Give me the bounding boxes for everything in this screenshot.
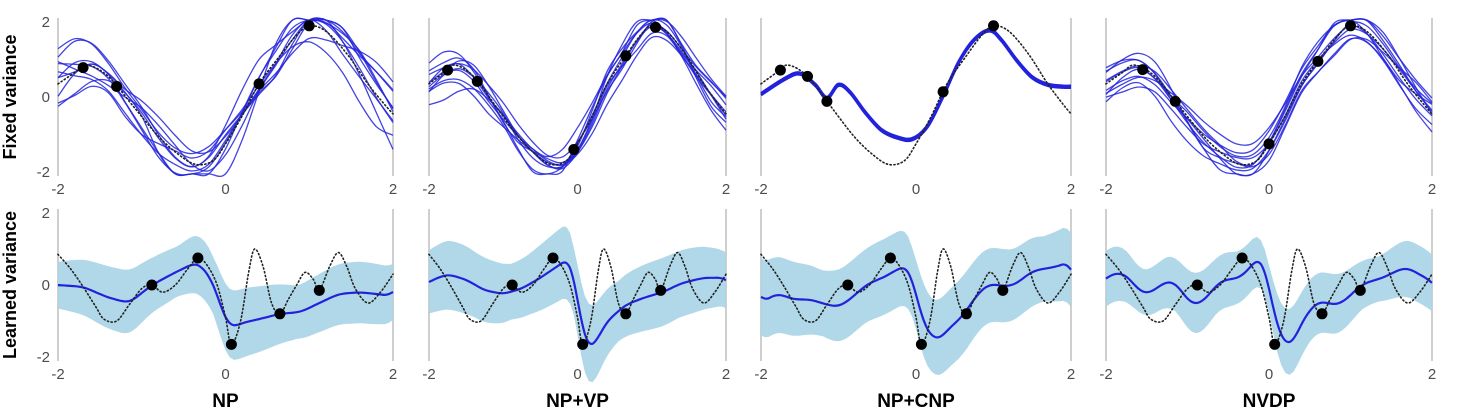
svg-text:0: 0 bbox=[42, 277, 50, 294]
svg-text:2: 2 bbox=[42, 14, 50, 31]
svg-text:2: 2 bbox=[42, 205, 50, 222]
svg-text:-2: -2 bbox=[422, 366, 435, 383]
svg-text:-2: -2 bbox=[1099, 366, 1112, 383]
svg-text:0: 0 bbox=[912, 366, 920, 383]
svg-text:2: 2 bbox=[1428, 181, 1436, 198]
svg-text:-2: -2 bbox=[422, 181, 435, 198]
svg-text:0: 0 bbox=[221, 181, 229, 198]
svg-text:-2: -2 bbox=[1099, 181, 1112, 198]
svg-text:0: 0 bbox=[42, 89, 50, 106]
svg-text:-2: -2 bbox=[37, 164, 50, 181]
svg-text:Fixed variance: Fixed variance bbox=[0, 34, 20, 159]
svg-text:0: 0 bbox=[912, 181, 920, 198]
svg-text:2: 2 bbox=[1067, 366, 1075, 383]
svg-text:0: 0 bbox=[573, 181, 581, 198]
svg-text:2: 2 bbox=[722, 366, 730, 383]
svg-text:2: 2 bbox=[1428, 366, 1436, 383]
svg-text:NP: NP bbox=[212, 391, 239, 412]
svg-text:-2: -2 bbox=[51, 181, 64, 198]
svg-text:0: 0 bbox=[573, 366, 581, 383]
svg-text:0: 0 bbox=[1265, 181, 1273, 198]
svg-text:Learned variance: Learned variance bbox=[0, 211, 20, 359]
svg-text:-2: -2 bbox=[754, 366, 767, 383]
svg-text:0: 0 bbox=[221, 366, 229, 383]
svg-text:2: 2 bbox=[722, 181, 730, 198]
svg-text:-2: -2 bbox=[37, 349, 50, 366]
svg-text:2: 2 bbox=[1067, 181, 1075, 198]
svg-text:2: 2 bbox=[389, 366, 397, 383]
svg-text:NVDP: NVDP bbox=[1243, 391, 1296, 412]
svg-text:NP+VP: NP+VP bbox=[546, 391, 609, 412]
svg-text:2: 2 bbox=[389, 181, 397, 198]
svg-text:0: 0 bbox=[1265, 366, 1273, 383]
svg-text:NP+CNP: NP+CNP bbox=[877, 391, 955, 412]
svg-text:-2: -2 bbox=[51, 366, 64, 383]
svg-text:-2: -2 bbox=[754, 181, 767, 198]
